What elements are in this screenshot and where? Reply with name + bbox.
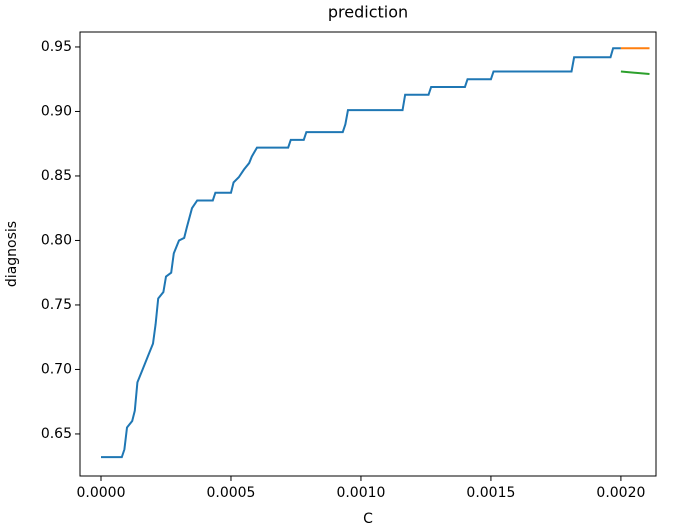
x-tick-label: 0.0000 bbox=[77, 485, 126, 501]
line bbox=[101, 47, 621, 459]
y-tick-label: 0.70 bbox=[41, 361, 72, 377]
x-tick-label: 0.0015 bbox=[466, 485, 515, 501]
x-tick-label: 0.0020 bbox=[596, 485, 645, 501]
y-tick-label: 0.65 bbox=[41, 426, 72, 442]
y-axis-label: diagnosis bbox=[4, 221, 20, 287]
x-axis-label: C bbox=[363, 511, 373, 527]
y-tick-label: 0.85 bbox=[41, 168, 72, 184]
line bbox=[620, 70, 650, 76]
x-tick-label: 0.0010 bbox=[336, 485, 385, 501]
y-tick-label: 0.75 bbox=[41, 297, 72, 313]
x-tick-label: 0.0005 bbox=[206, 485, 255, 501]
plot-frame bbox=[79, 31, 657, 477]
y-tick-label: 0.90 bbox=[41, 103, 72, 119]
chart-title: prediction bbox=[328, 3, 408, 22]
y-tick-label: 0.95 bbox=[41, 39, 72, 55]
y-tick-label: 0.80 bbox=[41, 232, 72, 248]
